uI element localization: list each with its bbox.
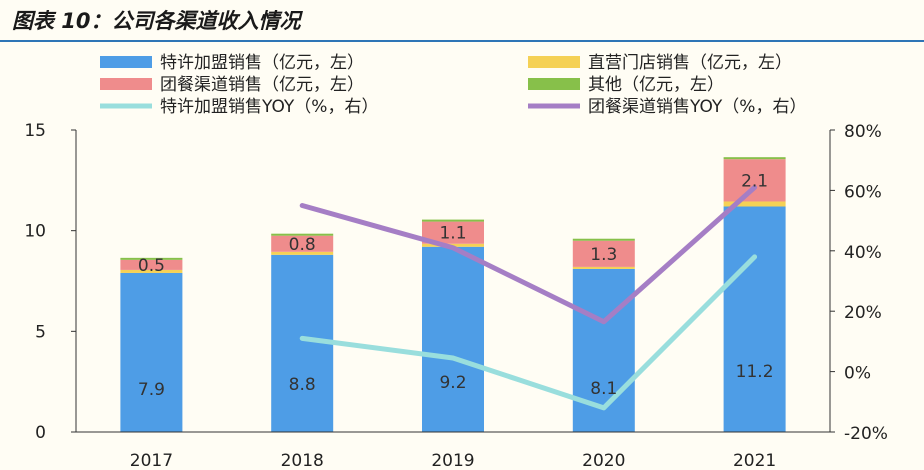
legend-label-0: 特许加盟销售（亿元，左） (160, 53, 364, 73)
data-label-s0-2018: 8.8 (289, 375, 316, 395)
legend-label-3: 其他（亿元，左） (588, 75, 724, 95)
bar-s3-2018 (271, 233, 334, 236)
left-tick-label-15: 15 (24, 121, 46, 141)
data-label-s2-2017: 0.5 (138, 256, 165, 276)
title-bar: 图表 10：公司各渠道收入情况 (0, 0, 924, 42)
data-label-s2-2018: 0.8 (289, 235, 316, 255)
legend-line-label-1: 团餐渠道销售YOY（%，右） (588, 97, 806, 117)
yoy-line-1 (299, 184, 758, 325)
right-tick-label-1: 0% (844, 364, 871, 384)
bar-s2-2020 (572, 240, 635, 267)
x-tick-label-2018: 2018 (281, 451, 324, 470)
legend: 特许加盟销售（亿元，左） 直营门店销售（亿元，左） 团餐渠道销售（亿元，左） 其他（亿… (100, 53, 806, 117)
x-tick-label-2017: 2017 (130, 451, 173, 470)
data-label-s2-2021: 2.1 (741, 171, 768, 191)
right-tick-label-3: 40% (844, 243, 882, 263)
bar-s1-2017 (120, 269, 183, 273)
bar-s1-2018 (271, 251, 334, 255)
data-labels: 7.9 0.5 8.8 0.8 9.2 1.1 8.1 1.3 11.2 2.1 (138, 171, 774, 400)
x-tick-label-2020: 2020 (582, 451, 625, 470)
data-label-s0-2021: 11.2 (736, 362, 774, 382)
bar-s2-2019 (422, 221, 484, 244)
data-label-s2-2020: 1.3 (590, 245, 617, 265)
data-label-s0-2020: 8.1 (590, 379, 617, 399)
left-tick-label-5: 5 (35, 322, 46, 342)
legend-swatch-0 (100, 56, 152, 68)
axes: 0 5 10 15 -20% 0% 20% 40% 60% 80% 2017 2018 2019 2020… (24, 121, 888, 470)
data-label-s0-2017: 7.9 (138, 380, 165, 400)
left-tick-label-0: 0 (35, 423, 46, 443)
legend-label-2: 团餐渠道销售（亿元，左） (160, 75, 364, 95)
right-tick-label-4: 60% (844, 182, 882, 202)
bar-s2-2021 (723, 159, 786, 202)
yoy-line-0 (299, 254, 758, 411)
bar-s1-2021 (723, 201, 786, 207)
legend-swatch-3 (528, 78, 580, 90)
bar-s0-2017 (120, 272, 183, 432)
legend-label-1: 直营门店销售（亿元，左） (588, 53, 792, 73)
left-tick-label-10: 10 (24, 222, 46, 242)
line-group (299, 184, 758, 411)
right-tick-label-2: 20% (844, 303, 882, 323)
bar-s0-2019 (422, 246, 484, 432)
bar-s3-2021 (723, 157, 786, 160)
data-label-s2-2019: 1.1 (439, 224, 466, 244)
x-tick-label-2019: 2019 (431, 451, 474, 470)
chart-title: 图表 10：公司各渠道收入情况 (12, 9, 301, 33)
legend-swatch-1 (528, 56, 580, 68)
title-underline (0, 40, 924, 42)
legend-line-label-0: 特许加盟销售YOY（%，右） (160, 97, 378, 117)
data-label-s0-2019: 9.2 (439, 373, 466, 393)
bar-s0-2021 (723, 206, 786, 432)
bar-s2-2017 (120, 259, 183, 270)
right-tick-label-0: -20% (844, 424, 888, 444)
bar-s3-2017 (120, 257, 183, 260)
bar-s2-2018 (271, 235, 334, 252)
bar-s3-2020 (572, 238, 635, 241)
x-tick-label-2021: 2021 (733, 451, 776, 470)
bar-s3-2019 (422, 219, 484, 222)
legend-swatch-2 (100, 78, 152, 90)
right-tick-label-5: 80% (844, 122, 882, 142)
bar-s1-2020 (572, 266, 635, 269)
